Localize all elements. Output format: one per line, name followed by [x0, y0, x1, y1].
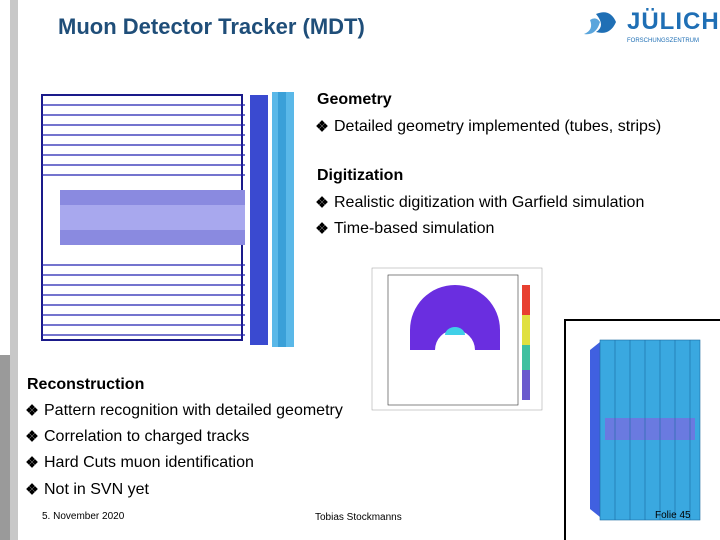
side-bar: [10, 0, 18, 540]
bullet: Correlation to charged tracks: [26, 428, 250, 446]
detector-side-image: [564, 319, 720, 540]
bullet-text: Pattern recognition with detailed geomet…: [44, 402, 343, 419]
bullet-text: Correlation to charged tracks: [44, 428, 250, 445]
bullet-icon: [316, 196, 328, 208]
logo-icon: [584, 12, 616, 35]
bullet-text: Time-based simulation: [334, 220, 495, 237]
bullet-text: Hard Cuts muon identification: [44, 454, 254, 471]
bullet-icon: [316, 222, 328, 234]
bullet-icon: [26, 483, 38, 495]
bullet-text: Not in SVN yet: [44, 481, 149, 498]
bullet-icon: [316, 120, 328, 132]
bullet: Realistic digitization with Garfield sim…: [316, 194, 645, 212]
bullet: Pattern recognition with detailed geomet…: [26, 402, 343, 420]
bullet-text: Detailed geometry implemented (tubes, st…: [334, 118, 662, 135]
footer-author: Tobias Stockmanns: [315, 512, 402, 523]
bullet: Detailed geometry implemented (tubes, st…: [316, 118, 662, 136]
bullet-icon: [26, 456, 38, 468]
bullet: Hard Cuts muon identification: [26, 454, 254, 472]
plot-image: [371, 267, 543, 411]
section-heading: Geometry: [317, 91, 392, 108]
footer-date: 5. November 2020: [42, 511, 125, 522]
footer-slide: Folie 45: [655, 510, 691, 521]
section-heading: Reconstruction: [27, 376, 145, 393]
bullet: Time-based simulation: [316, 220, 495, 238]
title: Muon Detector Tracker (MDT): [58, 14, 365, 39]
detector-image: [38, 90, 300, 352]
bullet-icon: [26, 430, 38, 442]
bullet-icon: [26, 404, 38, 416]
bullet-text: Realistic digitization with Garfield sim…: [334, 194, 645, 211]
logo-name: JÜLICH: [627, 8, 720, 35]
section-heading: Digitization: [317, 167, 404, 184]
logo-subtitle: FORSCHUNGSZENTRUM: [627, 38, 699, 44]
bullet: Not in SVN yet: [26, 481, 149, 499]
side-bar-dark: [0, 355, 10, 540]
